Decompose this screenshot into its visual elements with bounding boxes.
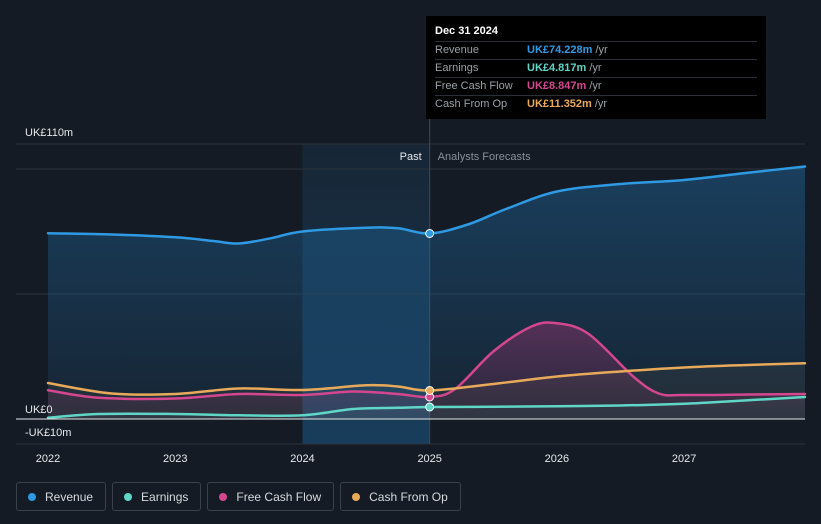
past-label: Past: [400, 151, 422, 163]
legend-dot-icon: [28, 492, 36, 501]
cfo-marker: [425, 386, 435, 395]
legend-dot-icon: [124, 492, 133, 501]
legend-dot-icon: [352, 492, 361, 501]
tooltip-unit: /yr: [589, 80, 602, 92]
tooltip-value: UK£11.352m: [527, 98, 592, 110]
tooltip-value: UK£8.847m: [527, 80, 587, 92]
earnings-line: [46, 395, 807, 419]
earnings-marker: [425, 402, 435, 412]
revenue-marker: [425, 229, 435, 238]
y-axis-top-label: UK£110m: [25, 127, 73, 139]
tooltip-label: Earnings: [435, 62, 479, 74]
x-tick-label: 2026: [545, 453, 569, 465]
tooltip-label: Cash From Op: [435, 98, 508, 110]
tooltip-value: UK£74.228m: [527, 44, 593, 56]
x-tick-label: 2024: [290, 453, 314, 465]
x-tick-label: 2025: [417, 453, 441, 465]
tooltip-unit: /yr: [589, 62, 602, 74]
legend-label: Earnings: [141, 489, 189, 504]
tooltip-unit: /yr: [594, 98, 608, 110]
legend-label: Revenue: [45, 489, 94, 504]
x-tick-label: 2027: [672, 453, 696, 465]
fcf-line: [46, 321, 807, 401]
tooltip-value: UK£4.817m: [527, 62, 587, 74]
x-tick-label: 2023: [163, 453, 187, 465]
revenue-line: [46, 165, 807, 245]
tooltip-row: Earnings UK£4.817m/yr: [435, 59, 757, 77]
legend-label: Cash From Op: [369, 489, 448, 504]
tooltip-row: Free Cash Flow UK£8.847m/yr: [435, 77, 757, 95]
tooltip: Dec 31 2024 Revenue UK£74.228m/yr Earnings…: [426, 16, 766, 119]
legend-item-cash-from-op[interactable]: Cash From Op: [340, 482, 461, 511]
tooltip-label: Free Cash Flow: [435, 80, 513, 92]
tooltip-date: Dec 31 2024: [435, 25, 498, 37]
legend-item-free-cash-flow[interactable]: Free Cash Flow: [207, 482, 335, 511]
tooltip-row: Cash From Op UK£11.352m/yr: [435, 95, 757, 113]
legend-item-earnings[interactable]: Earnings: [112, 482, 202, 511]
revenue-area: [48, 166, 805, 419]
tooltip-label: Revenue: [435, 44, 480, 56]
legend-dot-icon: [219, 492, 228, 501]
legend: Revenue Earnings Free Cash Flow Cash From O…: [16, 482, 467, 511]
y-axis-bottom-label: -UK£10m: [25, 427, 71, 439]
tooltip-unit: /yr: [595, 44, 608, 56]
y-axis-zero-label: UK£0: [25, 404, 53, 416]
forecast-label: Analysts Forecasts: [438, 151, 531, 163]
legend-label: Free Cash Flow: [236, 489, 322, 504]
legend-item-revenue[interactable]: Revenue: [16, 482, 107, 511]
cfo-line: [46, 362, 807, 396]
x-tick-label: 2022: [36, 453, 60, 465]
tooltip-row: Revenue UK£74.228m/yr: [435, 41, 757, 59]
